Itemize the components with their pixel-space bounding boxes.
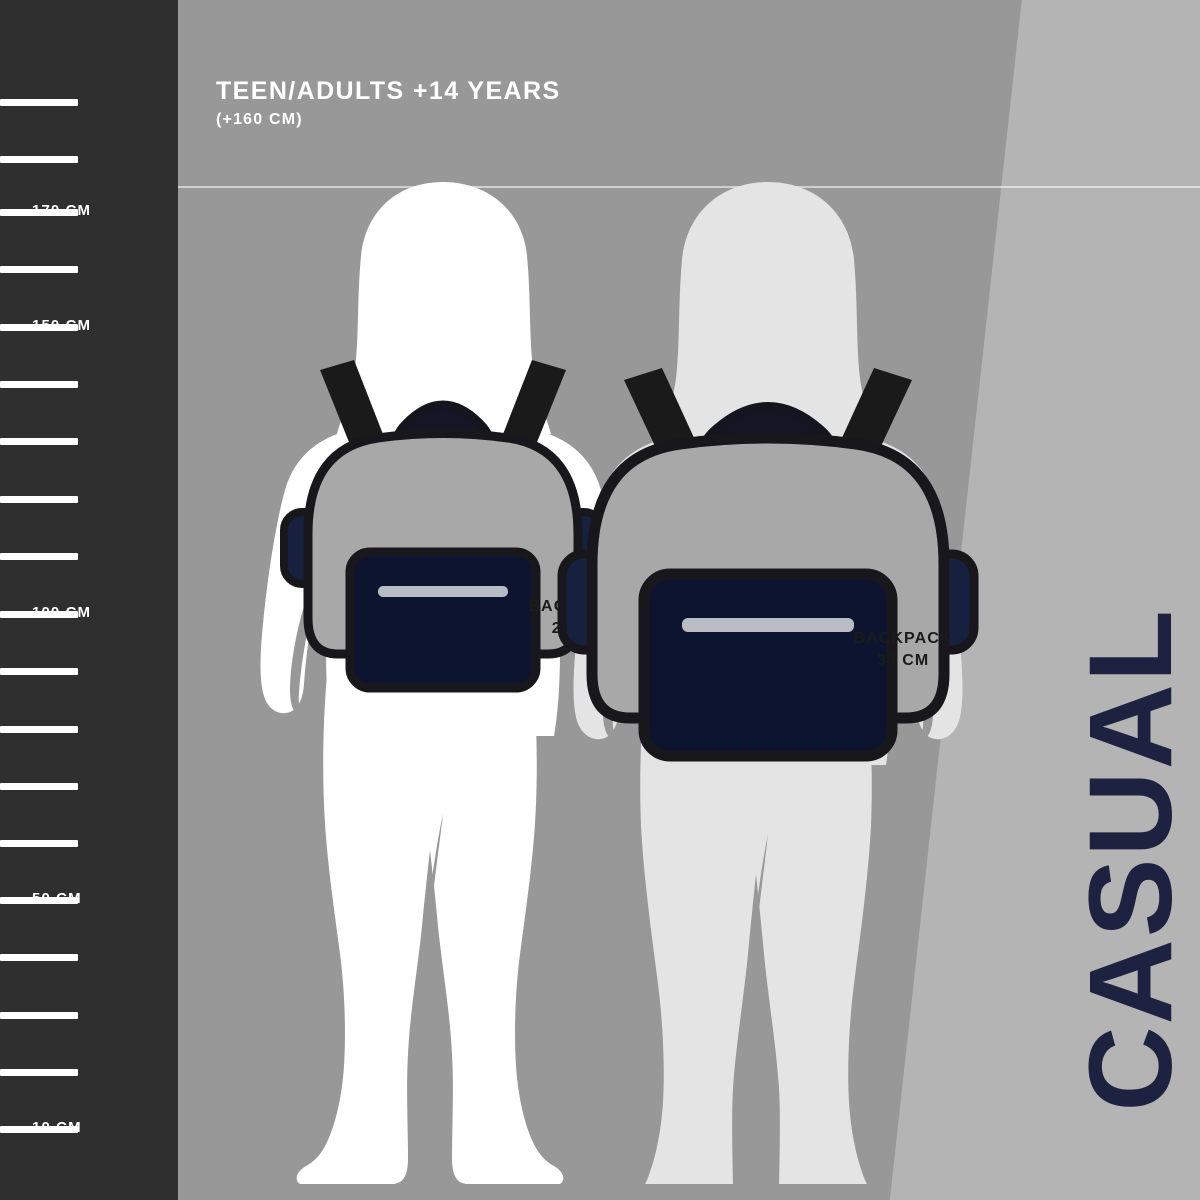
ruler-tick-170 [0, 209, 78, 216]
caption-adult: BACKPACK 38 CM [803, 628, 1003, 671]
ruler-tick [0, 266, 78, 273]
main-panel: TEEN/ADULTS +14 YEARS (+160 CM) [178, 0, 1200, 1200]
ruler-tick-100 [0, 611, 78, 618]
ruler-tick [0, 840, 78, 847]
ruler-tick-150 [0, 324, 78, 331]
backpack-teen [280, 360, 606, 693]
caption-adult-line1: BACKPACK [853, 630, 953, 647]
height-guide-line [178, 186, 1200, 188]
ruler-tick [0, 156, 78, 163]
ruler-label-100: 100 CM [32, 604, 92, 621]
backpack-zipper [682, 618, 854, 632]
ruler-tick-50 [0, 897, 78, 904]
page-subtitle: (+160 CM) [216, 110, 303, 128]
ruler-label-10: 10 CM [32, 1119, 82, 1136]
ruler-tick [0, 954, 78, 961]
backpack-zipper [378, 586, 508, 597]
headline-block: TEEN/ADULTS +14 YEARS (+160 CM) [216, 77, 561, 129]
ruler-tick [0, 726, 78, 733]
casual-category-label: CASUAL [1065, 608, 1197, 1112]
ruler-tick [0, 668, 78, 675]
ruler-tick [0, 783, 78, 790]
ruler-tick [0, 496, 78, 503]
ruler-tick [0, 381, 78, 388]
figure-teen [208, 174, 678, 1184]
figure-adult [518, 174, 1018, 1184]
ruler-label-170: 170 CM [32, 202, 92, 219]
ruler-tick-10 [0, 1126, 78, 1133]
ruler-tick [0, 1069, 78, 1076]
ruler-label-50: 50 CM [32, 890, 82, 907]
caption-adult-line2: 38 CM [876, 651, 930, 669]
ruler-tick [0, 438, 78, 445]
height-ruler: 170 CM 150 CM 100 CM 50 CM 10 CM [0, 0, 178, 1200]
backpack-adult [557, 368, 979, 762]
ruler-tick [0, 1012, 78, 1019]
page-title: TEEN/ADULTS +14 YEARS [216, 77, 561, 105]
ruler-tick [0, 99, 78, 106]
ruler-tick [0, 553, 78, 560]
ruler-label-150: 150 CM [32, 317, 92, 334]
